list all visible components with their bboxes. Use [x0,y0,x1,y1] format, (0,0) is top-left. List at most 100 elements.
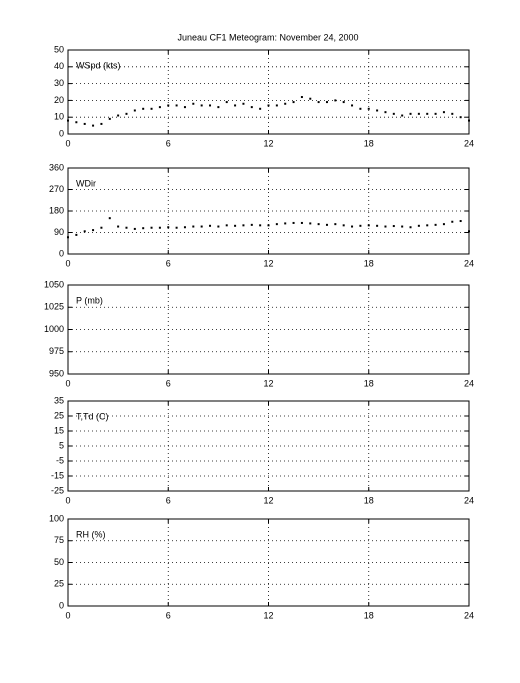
y-tick-label: 0 [59,600,64,610]
data-point [92,124,95,127]
data-point [234,224,237,227]
panel-label: T,Td (C) [76,411,109,421]
data-point [200,225,203,228]
y-tick-label: 180 [49,205,64,215]
data-point [83,230,86,233]
data-point [401,225,404,228]
y-tick-label: 1050 [44,279,64,289]
y-tick-label: 1025 [44,302,64,312]
data-point [108,117,111,120]
axes-frame [67,49,470,135]
data-point [409,226,412,229]
y-tick-label: 360 [49,162,64,172]
data-point [359,224,362,227]
data-point [367,224,370,227]
panel-label: WSpd (kts) [76,60,121,70]
data-point [292,101,295,104]
data-point [300,96,303,99]
data-point [67,236,69,239]
x-tick-label: 0 [65,610,70,620]
x-tick-label: 24 [464,495,474,505]
x-tick-label: 12 [263,495,273,505]
y-tick-label: -15 [51,470,64,480]
data-point [417,112,420,115]
data-point [317,101,320,104]
data-point [75,121,78,124]
y-tick-label: 10 [54,112,64,122]
x-tick-label: 18 [364,258,374,268]
axes-frame [67,167,470,255]
data-point [442,111,445,114]
data-point [259,224,262,227]
x-tick-label: 6 [166,138,171,148]
data-point [284,222,287,225]
x-tick-label: 18 [364,138,374,148]
data-point [217,225,220,228]
data-point [442,223,445,226]
panel-label: WDir [76,178,96,188]
data-point [309,222,312,225]
x-tick-label: 18 [364,610,374,620]
data-point [325,101,328,104]
x-tick-label: 12 [263,258,273,268]
x-tick-label: 18 [364,495,374,505]
y-tick-label: 50 [54,44,64,54]
data-point [117,225,120,228]
y-tick-label: 975 [49,346,64,356]
data-point [158,106,161,109]
data-point [459,220,462,223]
y-tick-label: 30 [54,78,64,88]
data-point [209,104,212,107]
data-point [75,233,78,236]
x-tick-label: 0 [65,258,70,268]
data-point [468,230,470,233]
data-point [284,102,287,105]
data-point [192,225,195,228]
axes-frame [67,518,470,607]
y-tick-label: 40 [54,61,64,71]
data-point [275,104,278,107]
data-point [401,114,404,117]
y-tick-label: 20 [54,95,64,105]
data-point [234,104,237,107]
x-tick-label: 24 [464,610,474,620]
x-tick-label: 12 [263,378,273,388]
data-point [309,97,312,100]
x-tick-label: 0 [65,378,70,388]
data-point [100,226,103,229]
data-point [417,224,420,227]
x-tick-label: 24 [464,378,474,388]
data-point [334,99,337,102]
data-point [342,101,345,104]
y-tick-label: 15 [54,425,64,435]
data-point [434,223,437,226]
data-point [259,107,262,110]
data-point [267,104,270,107]
x-tick-label: 24 [464,258,474,268]
data-point [451,220,454,223]
data-point [150,107,153,110]
panel-label: RH (%) [76,529,106,539]
x-tick-label: 6 [166,495,171,505]
y-tick-label: 90 [54,227,64,237]
data-point [300,221,303,224]
data-point [133,109,136,112]
data-point [267,224,270,227]
y-tick-label: 270 [49,184,64,194]
data-point [67,119,69,122]
x-tick-label: 6 [166,258,171,268]
data-point [158,226,161,229]
y-tick-label: 0 [59,248,64,258]
data-point [275,223,278,226]
data-point [100,122,103,125]
data-point [434,112,437,115]
data-point [351,225,354,228]
x-tick-label: 6 [166,378,171,388]
data-point [125,112,128,115]
data-point [351,104,354,107]
data-point [317,223,320,226]
data-point [167,104,170,107]
data-point [250,106,253,109]
